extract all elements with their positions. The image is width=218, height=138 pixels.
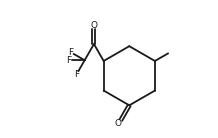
Text: O: O [114, 119, 121, 128]
Text: F: F [68, 48, 73, 57]
Text: F: F [66, 56, 71, 65]
Text: F: F [74, 71, 79, 79]
Text: O: O [90, 21, 97, 30]
